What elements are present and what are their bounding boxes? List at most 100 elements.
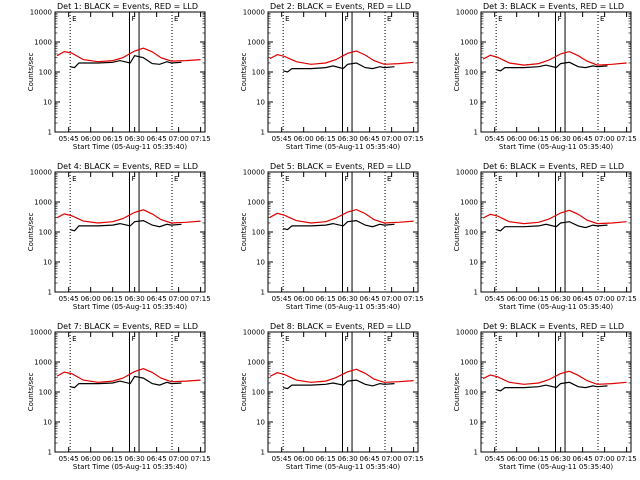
y-tick-label: 10: [256, 259, 265, 267]
marker-flag-label: E: [498, 15, 502, 23]
y-tick-label: 1000: [34, 359, 52, 367]
events-series-line: [495, 221, 608, 232]
y-tick-label: 10: [43, 259, 52, 267]
lld-series-line: [56, 368, 201, 383]
y-tick-label: 100: [252, 229, 265, 237]
x-tick-label: 06:30: [551, 295, 571, 303]
events-series-line: [282, 219, 395, 231]
y-tick-label: 10: [256, 99, 265, 107]
y-tick-label: 1: [474, 129, 478, 137]
x-tick-label: 06:45: [360, 295, 380, 303]
x-tick-label: 07:00: [382, 295, 402, 303]
x-tick-label: 06:00: [507, 455, 527, 463]
x-axis-label: Start Time (05-Aug-11 05:35:40): [499, 143, 613, 151]
y-tick-label: 10000: [243, 9, 265, 17]
x-tick-label: 06:00: [81, 455, 101, 463]
x-tick-label: 06:30: [338, 135, 358, 143]
y-tick-label: 10000: [456, 9, 478, 17]
detector-panel-2: Det 2: BLACK = Events, RED = LLD 1 10 100 10…: [240, 2, 424, 151]
lld-series-line: [269, 50, 414, 65]
y-tick-label: 10: [43, 419, 52, 427]
marker-flag-label: E: [498, 335, 502, 343]
x-axis-label: Start Time (05-Aug-11 05:35:40): [499, 463, 613, 471]
y-tick-label: 10000: [456, 169, 478, 177]
events-series-line: [282, 379, 395, 390]
x-tick-label: 07:15: [191, 135, 211, 143]
x-tick-label: 07:15: [404, 455, 424, 463]
y-tick-label: 1000: [247, 359, 265, 367]
x-tick-label: 06:15: [316, 455, 336, 463]
y-tick-label: 100: [39, 389, 52, 397]
marker-flag-label: E: [600, 335, 604, 343]
y-axis-label: Counts/sec: [453, 213, 461, 252]
y-tick-label: 1: [261, 129, 265, 137]
y-tick-label: 1: [474, 449, 478, 457]
y-axis-label: Counts/sec: [240, 53, 248, 92]
marker-flag-label: E: [285, 175, 289, 183]
marker-flag-label: E: [600, 15, 604, 23]
x-tick-label: 05:45: [272, 455, 292, 463]
x-tick-label: 06:15: [103, 295, 123, 303]
x-tick-label: 07:15: [617, 295, 637, 303]
x-tick-label: 06:15: [103, 135, 123, 143]
x-tick-label: 07:00: [382, 135, 402, 143]
y-axis-label: Counts/sec: [27, 53, 35, 92]
lld-series-line: [56, 47, 201, 63]
marker-flag-label: F: [558, 335, 562, 343]
x-tick-label: 06:45: [360, 455, 380, 463]
x-tick-label: 06:00: [294, 295, 314, 303]
y-tick-label: 1: [261, 449, 265, 457]
x-axis-label: Start Time (05-Aug-11 05:35:40): [286, 463, 400, 471]
x-axis-label: Start Time (05-Aug-11 05:35:40): [286, 303, 400, 311]
y-tick-label: 1000: [34, 39, 52, 47]
y-tick-label: 10: [469, 419, 478, 427]
y-tick-label: 10000: [243, 169, 265, 177]
marker-flag-label: E: [387, 175, 391, 183]
lld-series-line: [269, 368, 414, 383]
x-tick-label: 06:30: [125, 295, 145, 303]
y-tick-label: 100: [39, 69, 52, 77]
x-tick-label: 06:30: [125, 135, 145, 143]
y-tick-label: 1000: [460, 39, 478, 47]
marker-flag-label: F: [558, 15, 562, 23]
y-tick-label: 1000: [460, 199, 478, 207]
y-tick-label: 10: [43, 99, 52, 107]
x-tick-label: 05:45: [59, 135, 79, 143]
x-tick-label: 06:30: [125, 455, 145, 463]
marker-flag-label: F: [132, 335, 136, 343]
x-tick-label: 05:45: [485, 135, 505, 143]
x-tick-label: 06:45: [147, 455, 167, 463]
y-tick-label: 100: [465, 229, 478, 237]
x-tick-label: 06:00: [294, 455, 314, 463]
panel-title: Det 6: BLACK = Events, RED = LLD: [483, 162, 624, 171]
y-tick-label: 10000: [30, 329, 52, 337]
x-tick-label: 07:00: [595, 455, 615, 463]
marker-flag-label: E: [72, 15, 76, 23]
panel-title: Det 5: BLACK = Events, RED = LLD: [270, 162, 411, 171]
y-tick-label: 100: [252, 69, 265, 77]
x-tick-label: 07:00: [169, 295, 189, 303]
x-tick-label: 06:00: [507, 135, 527, 143]
y-axis-label: Counts/sec: [453, 373, 461, 412]
marker-flag-label: E: [285, 335, 289, 343]
panel-title: Det 1: BLACK = Events, RED = LLD: [57, 2, 198, 11]
y-axis-label: Counts/sec: [27, 213, 35, 252]
x-tick-label: 05:45: [485, 295, 505, 303]
y-tick-label: 1: [261, 289, 265, 297]
marker-flag-label: E: [72, 335, 76, 343]
panel-title: Det 7: BLACK = Events, RED = LLD: [57, 322, 198, 331]
x-tick-label: 05:45: [272, 135, 292, 143]
detector-panel-8: Det 8: BLACK = Events, RED = LLD 1 10 100 10…: [240, 322, 424, 471]
x-tick-label: 06:45: [147, 135, 167, 143]
x-tick-label: 06:45: [573, 135, 593, 143]
marker-flag-label: E: [72, 175, 76, 183]
x-tick-label: 06:45: [573, 295, 593, 303]
marker-flag-label: F: [345, 15, 349, 23]
events-series-line: [69, 219, 182, 232]
detector-panel-7: Det 7: BLACK = Events, RED = LLD 1 10 100 10…: [27, 322, 211, 471]
y-tick-label: 1000: [247, 39, 265, 47]
x-axis-label: Start Time (05-Aug-11 05:35:40): [73, 143, 187, 151]
y-axis-label: Counts/sec: [27, 373, 35, 412]
x-tick-label: 07:00: [595, 135, 615, 143]
